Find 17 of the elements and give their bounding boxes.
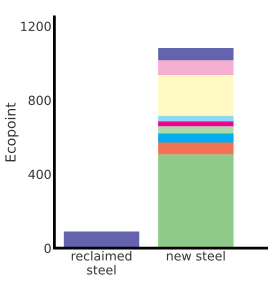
x-tick-label: new steel: [166, 250, 225, 261]
bar: [158, 142, 234, 154]
bar: [158, 48, 234, 60]
bar: [158, 133, 234, 143]
bar: [64, 232, 140, 248]
y-tick-label: 800: [28, 96, 51, 106]
y-tick-label: 1200: [21, 22, 51, 32]
bar: [158, 126, 234, 134]
x-tick-label: reclaimed steel: [72, 250, 132, 275]
y-tick-label: 400: [28, 170, 51, 180]
bar: [158, 75, 234, 116]
y-tick-label: 0: [44, 244, 51, 254]
bar: [158, 121, 234, 126]
bar: [158, 60, 234, 76]
bar: [158, 116, 234, 122]
y-axis-title: Ecopoint: [4, 102, 18, 162]
bar: [158, 154, 234, 248]
